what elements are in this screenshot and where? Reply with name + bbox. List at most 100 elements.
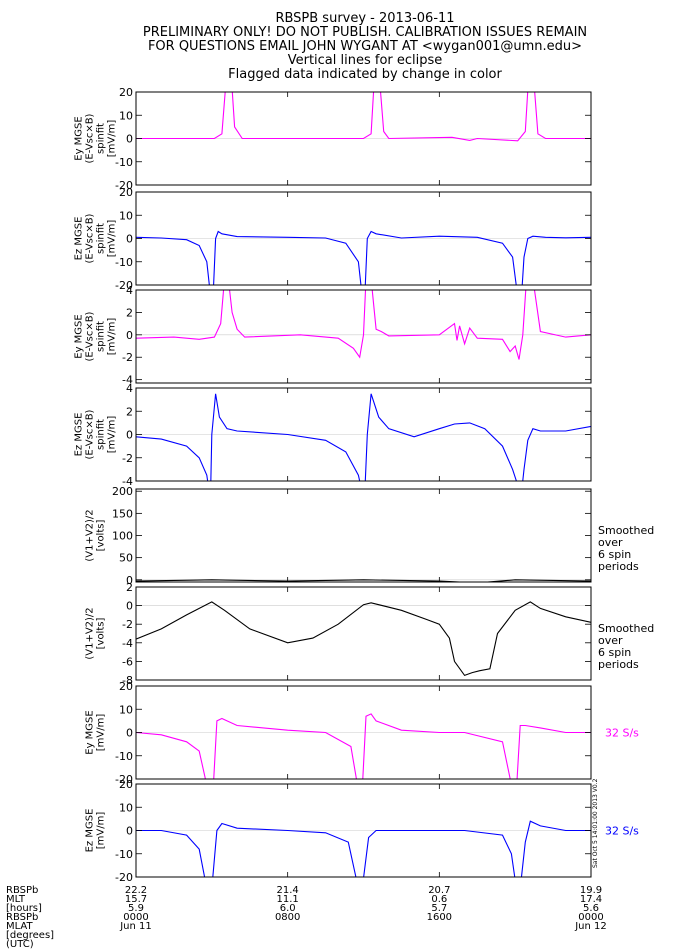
y-axis-label-line: [mV/m] xyxy=(96,714,107,752)
y-tick-label: 100 xyxy=(112,530,133,543)
ephemeris-row-label: MLT xyxy=(6,894,26,905)
ephemeris-value: 6.0 xyxy=(280,903,296,914)
panel-2: -20 -10 0 10 20 Ez MGSE(E-Vsc×B)spinfit[mV/m] xyxy=(74,186,592,292)
y-tick-label: -20 xyxy=(115,773,133,786)
ephemeris-value: 5.7 xyxy=(431,903,447,914)
ephemeris-value: 19.9 xyxy=(580,885,602,896)
title-line-1: RBSPB survey - 2013-06-11 xyxy=(275,11,454,26)
y-tick-label: -20 xyxy=(115,871,133,884)
series-line-1 xyxy=(136,290,591,360)
y-axis-label: Ez MGSE(E-Vsc×B)spinfit[mV/m] xyxy=(74,213,118,263)
y-axis-label-line: (E-Vsc×B) xyxy=(85,213,96,263)
y-tick-label: 10 xyxy=(119,703,133,716)
title-line-2: PRELIMINARY ONLY! DO NOT PUBLISH. CALIBR… xyxy=(143,25,587,40)
y-tick-label: -10 xyxy=(115,256,133,269)
panel-6: -8 -6 -4 -2 0 2 (V1+V2)/2[volts] Smoothed over 6 … xyxy=(85,581,655,687)
smoothing-note-line: Smoothed xyxy=(598,622,654,635)
ephemeris-value: Jun 11 xyxy=(119,921,152,932)
y-tick-label: 20 xyxy=(119,86,133,99)
panel-3: -4 -2 0 2 4 Ey MGSE(E-Vsc×B)spinfit[mV/m] xyxy=(74,284,592,387)
sample-rate-label: 32 S/s xyxy=(605,825,639,838)
y-axis-label-line: spinfit xyxy=(96,123,107,154)
y-tick-label: -6 xyxy=(122,655,133,668)
series-line-1 xyxy=(136,92,591,142)
y-tick-label: -2 xyxy=(122,618,133,631)
ephemeris-value: 5.6 xyxy=(583,903,599,914)
panel-frame xyxy=(135,488,592,583)
y-tick-label: -20 xyxy=(115,179,133,192)
y-axis-label-line: Ez MGSE xyxy=(74,413,85,457)
y-tick-label: 50 xyxy=(119,552,133,565)
smoothing-note-line: Smoothed xyxy=(598,524,654,537)
ephemeris-value: 0800 xyxy=(275,912,300,923)
y-axis-label-line: Ey MGSE xyxy=(74,314,85,358)
y-axis-label-line: [mV/m] xyxy=(107,416,118,454)
y-axis-label: Ez MGSE(E-Vsc×B)spinfit[mV/m] xyxy=(74,409,118,459)
y-tick-label: -4 xyxy=(122,475,133,488)
y-tick-label: 0 xyxy=(126,600,133,613)
ephemeris-value: 0.6 xyxy=(431,894,447,905)
series-line-1 xyxy=(136,579,591,582)
series-line-1 xyxy=(136,713,591,779)
y-tick-label: 0 xyxy=(126,429,133,442)
y-tick-label: -10 xyxy=(115,750,133,763)
y-tick-label: 10 xyxy=(119,801,133,814)
ephemeris-value: 1600 xyxy=(427,912,452,923)
y-axis-label-line: Ez MGSE xyxy=(85,809,96,853)
version-stamp: Sat Oct 5 14:01:00 2013 V0.2 xyxy=(592,778,599,868)
y-axis-label-line: spinfit xyxy=(96,223,107,254)
smoothing-note-line: over xyxy=(598,536,623,549)
y-axis-label-line: [mV/m] xyxy=(107,120,118,158)
panel-4: -4 -2 0 2 4 Ez MGSE(E-Vsc×B)spinfit[mV/m] xyxy=(74,382,592,488)
ephemeris-row-label: MLAT xyxy=(6,921,33,932)
series-line-1 xyxy=(136,601,591,677)
y-axis-label: Ez MGSE[mV/m] xyxy=(85,809,107,853)
y-tick-label: 200 xyxy=(112,485,133,498)
plot-header: RBSPB survey - 2013-06-11 PRELIMINARY ON… xyxy=(143,11,587,82)
series-line-1 xyxy=(136,393,591,481)
y-axis-label-line: [volts] xyxy=(96,618,107,650)
y-axis-label-line: Ey MGSE xyxy=(85,710,96,754)
y-tick-label: 0 xyxy=(126,727,133,740)
smoothing-note-line: periods xyxy=(598,560,639,573)
ephemeris-row-label: [hours] xyxy=(6,903,42,914)
panel-frame xyxy=(135,586,592,681)
y-tick-label: 2 xyxy=(126,581,133,594)
y-tick-label: -4 xyxy=(122,637,133,650)
y-tick-label: 20 xyxy=(119,778,133,791)
ephemeris-value: 22.2 xyxy=(125,885,147,896)
y-axis-label-line: spinfit xyxy=(96,321,107,352)
title-line-5: Flagged data indicated by change in colo… xyxy=(228,67,502,82)
y-tick-label: 20 xyxy=(119,186,133,199)
y-axis-label-line: [volts] xyxy=(96,520,107,552)
y-axis-label-line: (V1+V2)/2 xyxy=(85,607,96,659)
y-tick-label: 0 xyxy=(126,825,133,838)
title-line-4: Vertical lines for eclipse xyxy=(288,53,443,68)
y-tick-label: 4 xyxy=(126,382,133,395)
y-tick-label: -10 xyxy=(115,156,133,169)
smoothing-note-line: 6 spin xyxy=(598,646,631,659)
series-line-1 xyxy=(136,820,591,877)
y-axis-label-line: (V1+V2)/2 xyxy=(85,509,96,561)
panel-1: -20 -10 0 10 20 Ey MGSE(E-Vsc×B)spinfit[mV/m] xyxy=(74,86,592,192)
y-tick-label: -8 xyxy=(122,674,133,687)
y-axis-label: (V1+V2)/2[volts] xyxy=(85,509,107,561)
sample-rate-label: 32 S/s xyxy=(605,727,639,740)
smoothing-note-line: periods xyxy=(598,658,639,671)
y-axis-label: Ey MGSE(E-Vsc×B)spinfit[mV/m] xyxy=(74,113,118,163)
title-line-3: FOR QUESTIONS EMAIL JOHN WYGANT AT <wyga… xyxy=(148,39,582,54)
y-axis-label: Ey MGSE[mV/m] xyxy=(85,710,107,754)
y-tick-label: 10 xyxy=(119,109,133,122)
y-tick-label: 0 xyxy=(126,329,133,342)
y-axis-label-line: [mV/m] xyxy=(96,812,107,850)
y-tick-label: -4 xyxy=(122,374,133,387)
y-tick-label: 2 xyxy=(126,405,133,418)
ephemeris-value: 0000 xyxy=(578,912,603,923)
ephemeris-value: 0000 xyxy=(123,912,148,923)
y-axis-label-line: Ey MGSE xyxy=(74,116,85,160)
panel-7: -20 -10 0 10 20 Ey MGSE[mV/m] 32 S/s xyxy=(85,680,640,786)
ephemeris-value: 5.9 xyxy=(128,903,144,914)
y-tick-label: 0 xyxy=(126,133,133,146)
y-tick-label: 0 xyxy=(126,574,133,587)
